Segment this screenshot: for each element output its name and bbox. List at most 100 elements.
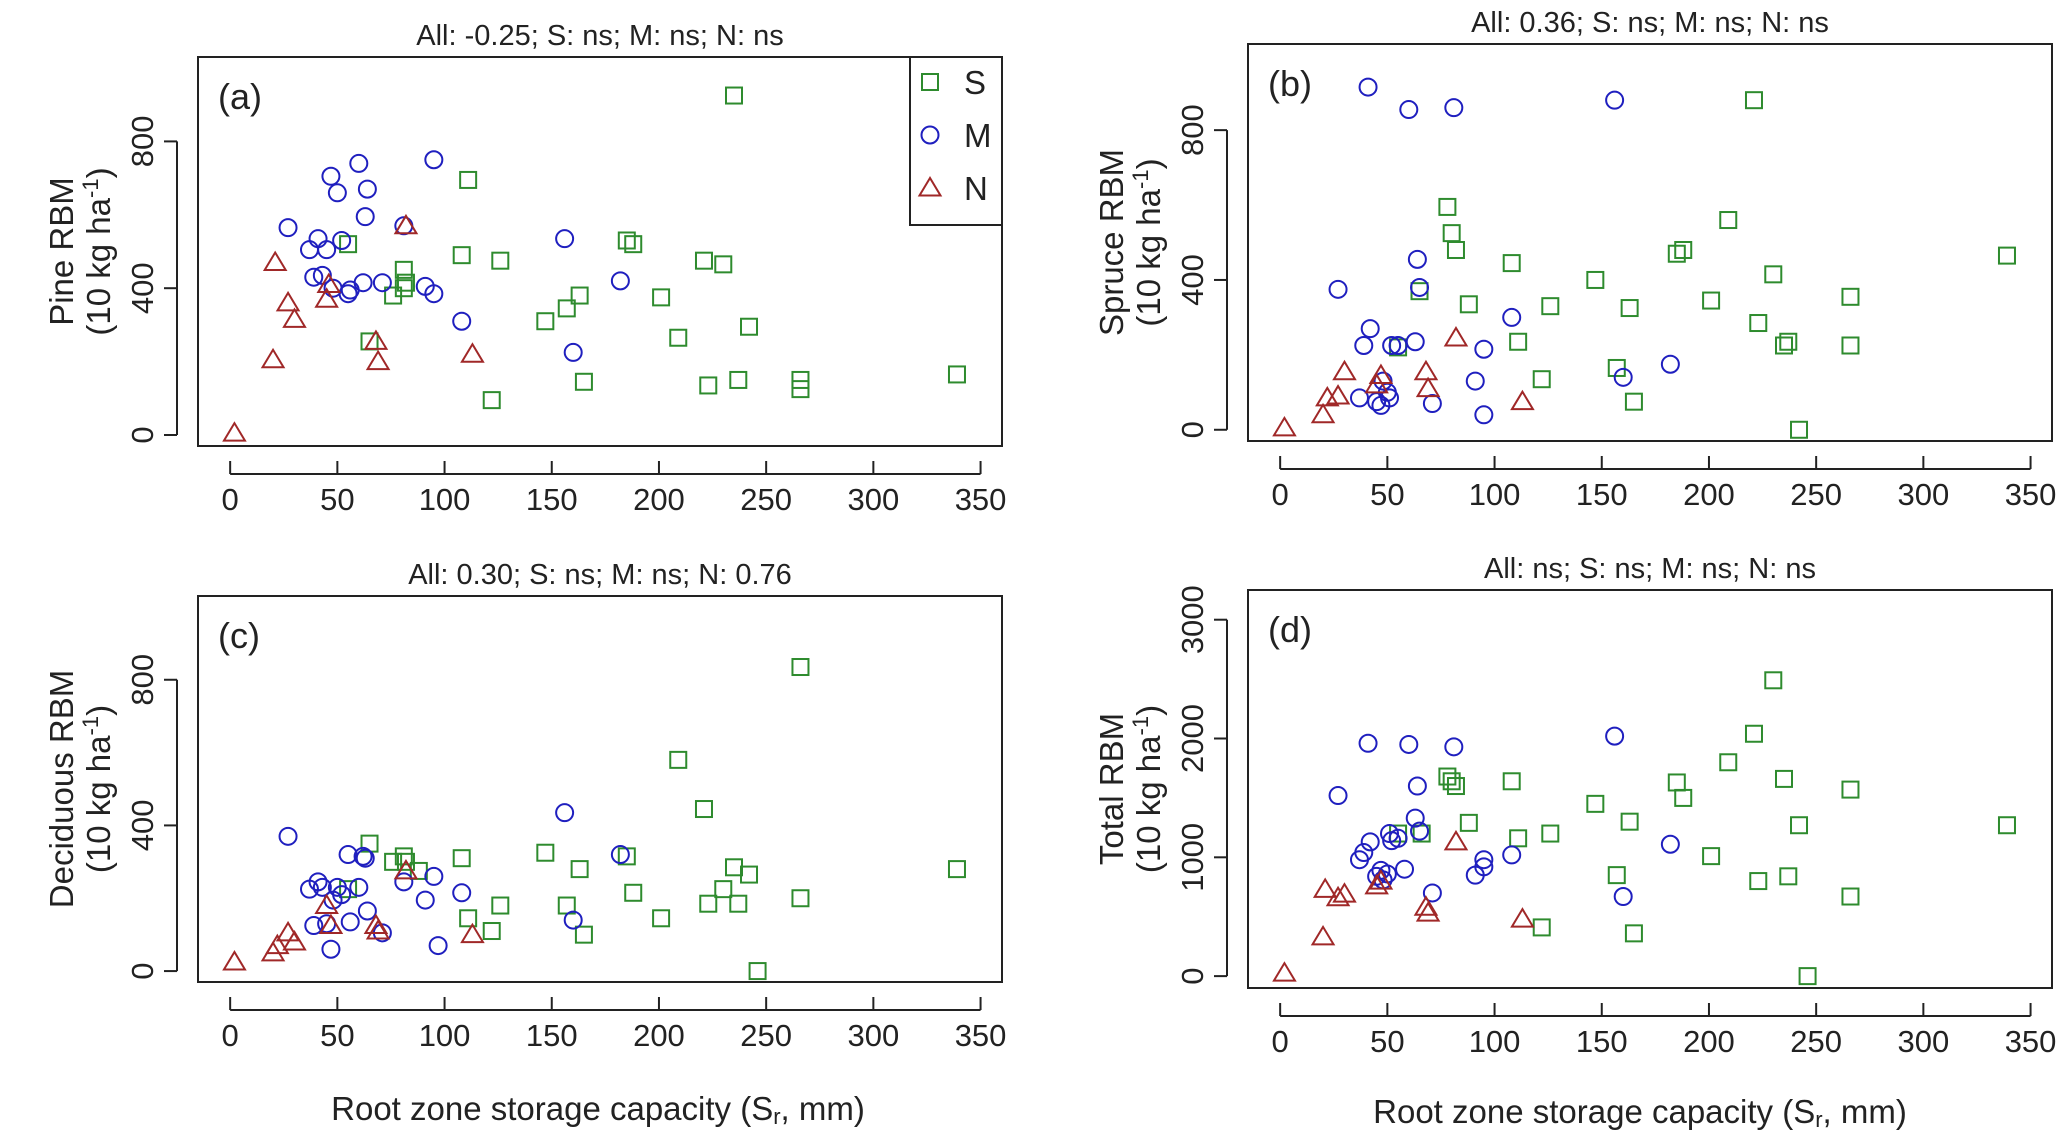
data-point-s bbox=[1446, 777, 1465, 796]
data-point-n bbox=[365, 919, 391, 940]
data-point-m bbox=[308, 872, 328, 892]
data-point-s bbox=[791, 658, 810, 677]
x-tick-label: 100 bbox=[1469, 477, 1521, 512]
data-point-m bbox=[394, 872, 414, 892]
data-point-s bbox=[617, 231, 636, 250]
y-tick-label: 800 bbox=[1175, 104, 1210, 156]
data-point-s bbox=[396, 273, 415, 292]
data-point-m bbox=[278, 218, 298, 238]
data-point-s bbox=[1502, 254, 1521, 273]
data-point-s bbox=[1446, 240, 1465, 259]
data-point-m bbox=[1605, 90, 1625, 110]
data-point-s bbox=[452, 246, 471, 265]
panel-c: All: 0.30; S: ns; M: ns; N: 0.76 (c) 0 50 10… bbox=[43, 559, 1006, 1053]
x-tick-label: 350 bbox=[2005, 1024, 2057, 1059]
data-point-m bbox=[555, 229, 575, 249]
data-point-m bbox=[1407, 249, 1427, 269]
data-point-n bbox=[1332, 882, 1357, 903]
data-point-s bbox=[536, 312, 555, 331]
data-point-m bbox=[317, 240, 337, 260]
data-point-m bbox=[1613, 367, 1633, 387]
x-axis-label-right: Root zone storage capacity (Sr, mm) bbox=[1373, 1093, 1907, 1132]
data-point-m bbox=[353, 846, 373, 866]
y-axis-label: Deciduous RBM bbox=[43, 670, 80, 908]
x-tick-label: 300 bbox=[1897, 1024, 1949, 1059]
data-point-m bbox=[1422, 883, 1442, 903]
data-point-s bbox=[617, 847, 636, 866]
data-point-s bbox=[669, 328, 688, 347]
data-point-m bbox=[610, 271, 630, 291]
x-tick-label: 250 bbox=[740, 482, 792, 517]
y-tick-label: 400 bbox=[125, 262, 160, 314]
plot-frame bbox=[197, 56, 1003, 447]
data-point-s bbox=[694, 800, 713, 819]
data-point-n bbox=[1415, 376, 1441, 398]
data-point-n bbox=[1325, 885, 1351, 907]
data-point-m bbox=[415, 890, 435, 910]
data-point-s bbox=[652, 288, 671, 307]
data-point-s bbox=[791, 889, 810, 908]
data-point-s bbox=[570, 286, 589, 305]
data-point-s bbox=[1438, 197, 1457, 216]
data-point-n bbox=[275, 290, 301, 312]
data-point-m bbox=[1388, 828, 1408, 848]
data-point-s bbox=[1744, 724, 1763, 743]
data-point-s bbox=[1841, 887, 1860, 906]
data-point-s bbox=[1509, 829, 1528, 848]
data-point-s bbox=[1779, 332, 1798, 351]
data-point-s bbox=[482, 391, 501, 410]
data-point-s bbox=[1412, 824, 1431, 843]
data-point-m bbox=[278, 826, 298, 846]
panel-title: All: ns; S: ns; M: ns; N: ns bbox=[1484, 553, 1816, 585]
data-point-s bbox=[740, 865, 759, 884]
data-point-s bbox=[1586, 270, 1605, 289]
data-point-s bbox=[1442, 224, 1461, 243]
data-point-s bbox=[1532, 918, 1551, 937]
y-axis-label-units: (10 kg ha-1) bbox=[78, 167, 117, 335]
data-point-m bbox=[1358, 733, 1378, 753]
y-tick-label: 0 bbox=[1175, 421, 1210, 438]
data-point-s bbox=[1744, 91, 1763, 110]
data-point-m bbox=[424, 866, 444, 886]
x-tick-label: 0 bbox=[1272, 477, 1289, 512]
x-tick-label: 100 bbox=[419, 1018, 471, 1053]
x-tick-label: 50 bbox=[1370, 1024, 1404, 1059]
data-point-m bbox=[1474, 405, 1494, 425]
data-point-s bbox=[1841, 780, 1860, 799]
data-point-s bbox=[1702, 291, 1721, 310]
data-point-s bbox=[714, 255, 733, 274]
data-point-s bbox=[1749, 314, 1768, 333]
x-tick-label: 250 bbox=[1790, 1024, 1842, 1059]
data-point-m bbox=[1474, 857, 1494, 877]
data-point-m bbox=[1405, 332, 1425, 352]
data-point-s bbox=[1764, 671, 1783, 690]
panel-title: All: 0.30; S: ns; M: ns; N: 0.76 bbox=[408, 559, 792, 591]
data-point-s bbox=[729, 894, 748, 913]
data-point-s bbox=[624, 235, 643, 254]
data-point-n bbox=[314, 287, 339, 308]
data-point-m bbox=[1474, 339, 1494, 359]
data-point-m bbox=[308, 229, 328, 249]
data-point-s bbox=[1719, 211, 1738, 230]
data-point-n bbox=[393, 213, 419, 235]
data-point-s bbox=[699, 894, 718, 913]
data-point-m bbox=[304, 916, 324, 936]
data-point-n bbox=[1325, 384, 1351, 405]
data-point-s bbox=[394, 279, 413, 298]
data-point-n bbox=[314, 893, 339, 915]
data-point-m bbox=[1407, 776, 1427, 796]
data-point-m bbox=[327, 183, 347, 203]
x-tick-label: 200 bbox=[1683, 1024, 1735, 1059]
data-point-m bbox=[355, 848, 375, 868]
data-point-n bbox=[1510, 907, 1535, 928]
data-point-m bbox=[1422, 394, 1442, 414]
x-tick-label: 50 bbox=[320, 482, 354, 517]
data-point-m bbox=[1360, 832, 1380, 852]
data-point-n bbox=[1443, 326, 1469, 347]
y-axis-label-units: (10 kg ha-1) bbox=[1128, 705, 1167, 873]
data-point-s bbox=[699, 376, 718, 395]
x-tick-label: 250 bbox=[1790, 477, 1842, 512]
data-point-s bbox=[1624, 924, 1643, 943]
y-axis-label-units: (10 kg ha-1) bbox=[1128, 158, 1167, 326]
